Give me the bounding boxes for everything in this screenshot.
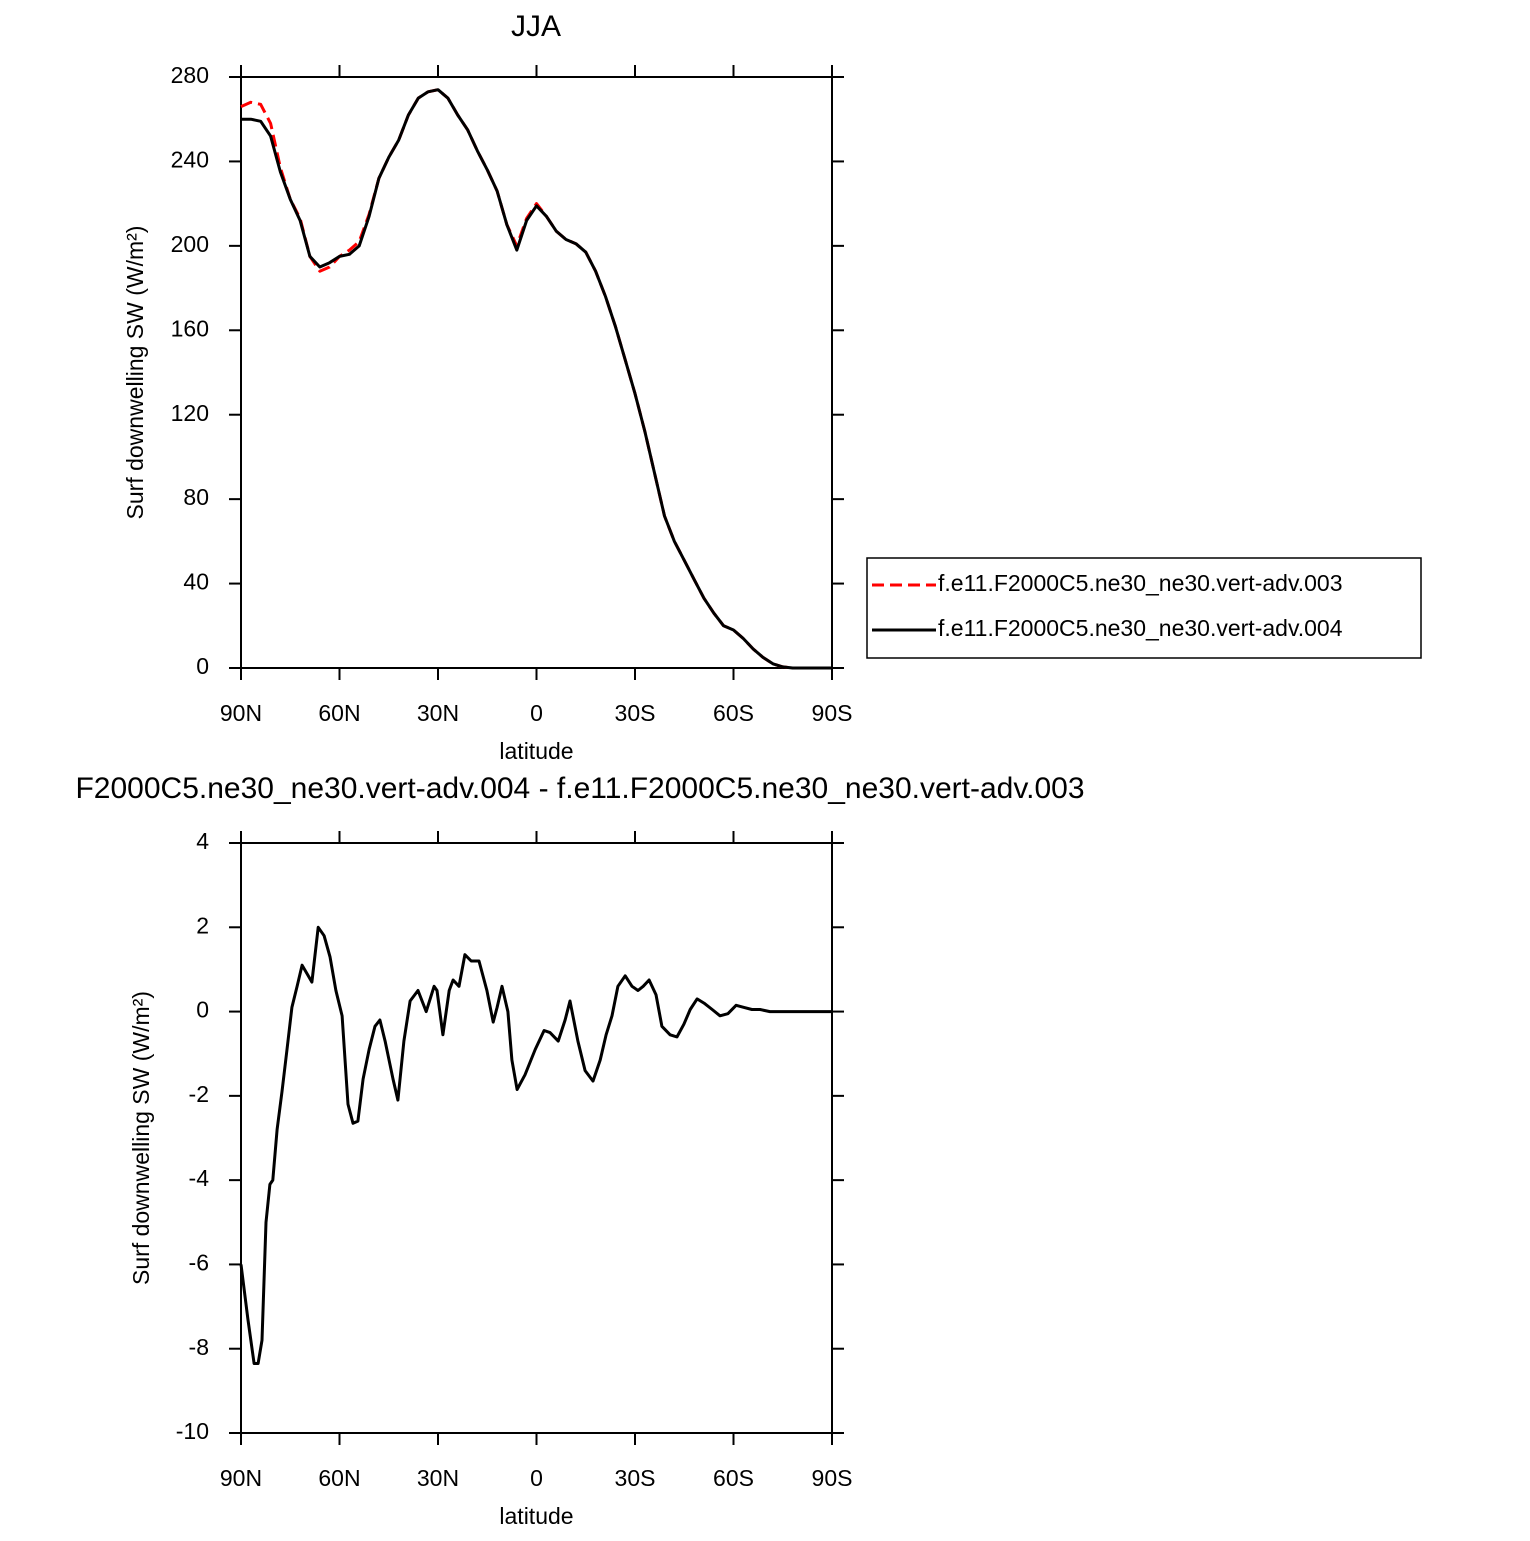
- legend-label: f.e11.F2000C5.ne30_ne30.vert-adv.004: [938, 615, 1343, 641]
- x-axis-label: latitude: [499, 738, 573, 764]
- plot-frame: [240, 842, 833, 1434]
- x-tick-label: 90N: [220, 700, 262, 726]
- y-tick-label: -8: [189, 1334, 209, 1360]
- x-tick-label: 90S: [812, 1465, 853, 1491]
- x-axis-label: latitude: [499, 1503, 573, 1529]
- y-tick-label: 2: [196, 912, 209, 938]
- y-tick-label: -2: [189, 1081, 209, 1107]
- legend-box: [866, 557, 1422, 659]
- y-tick-label: -6: [189, 1250, 209, 1276]
- x-tick-label: 60S: [713, 1465, 754, 1491]
- y-tick-label: -10: [176, 1418, 209, 1444]
- legend-label: f.e11.F2000C5.ne30_ne30.vert-adv.003: [938, 570, 1343, 596]
- y-tick-label: 200: [171, 231, 209, 257]
- y-tick-label: -4: [189, 1165, 210, 1191]
- y-axis-label: Surf downwelling SW (W/m²): [128, 991, 154, 1285]
- y-tick-label: 40: [183, 569, 209, 595]
- line-series: [239, 925, 832, 1365]
- y-tick-label: 240: [171, 147, 209, 173]
- chart-title: F2000C5.ne30_ne30.vert-adv.004 - f.e11.F…: [75, 772, 1084, 805]
- y-tick-label: 0: [196, 653, 209, 679]
- y-tick-label: 4: [196, 828, 209, 854]
- x-tick-label: 60N: [318, 1465, 360, 1491]
- x-tick-label: 60S: [713, 700, 754, 726]
- x-tick-label: 90N: [220, 1465, 262, 1491]
- line-series: [241, 88, 832, 670]
- x-tick-label: 0: [530, 700, 543, 726]
- y-tick-label: 120: [171, 400, 209, 426]
- y-tick-label: 160: [171, 315, 209, 341]
- x-tick-label: 30N: [417, 1465, 459, 1491]
- y-tick-label: 280: [171, 62, 209, 88]
- x-tick-label: 30S: [615, 1465, 656, 1491]
- x-tick-label: 60N: [318, 700, 360, 726]
- y-tick-label: 0: [196, 997, 209, 1023]
- x-tick-label: 30S: [615, 700, 656, 726]
- x-tick-label: 0: [530, 1465, 543, 1491]
- y-tick-label: 80: [183, 484, 209, 510]
- chart-title: JJA: [511, 10, 561, 43]
- plot-frame: [240, 76, 833, 669]
- y-axis-label: Surf downwelling SW (W/m²): [122, 226, 148, 520]
- line-series: [240, 88, 832, 670]
- x-tick-label: 90S: [812, 700, 853, 726]
- x-tick-label: 30N: [417, 700, 459, 726]
